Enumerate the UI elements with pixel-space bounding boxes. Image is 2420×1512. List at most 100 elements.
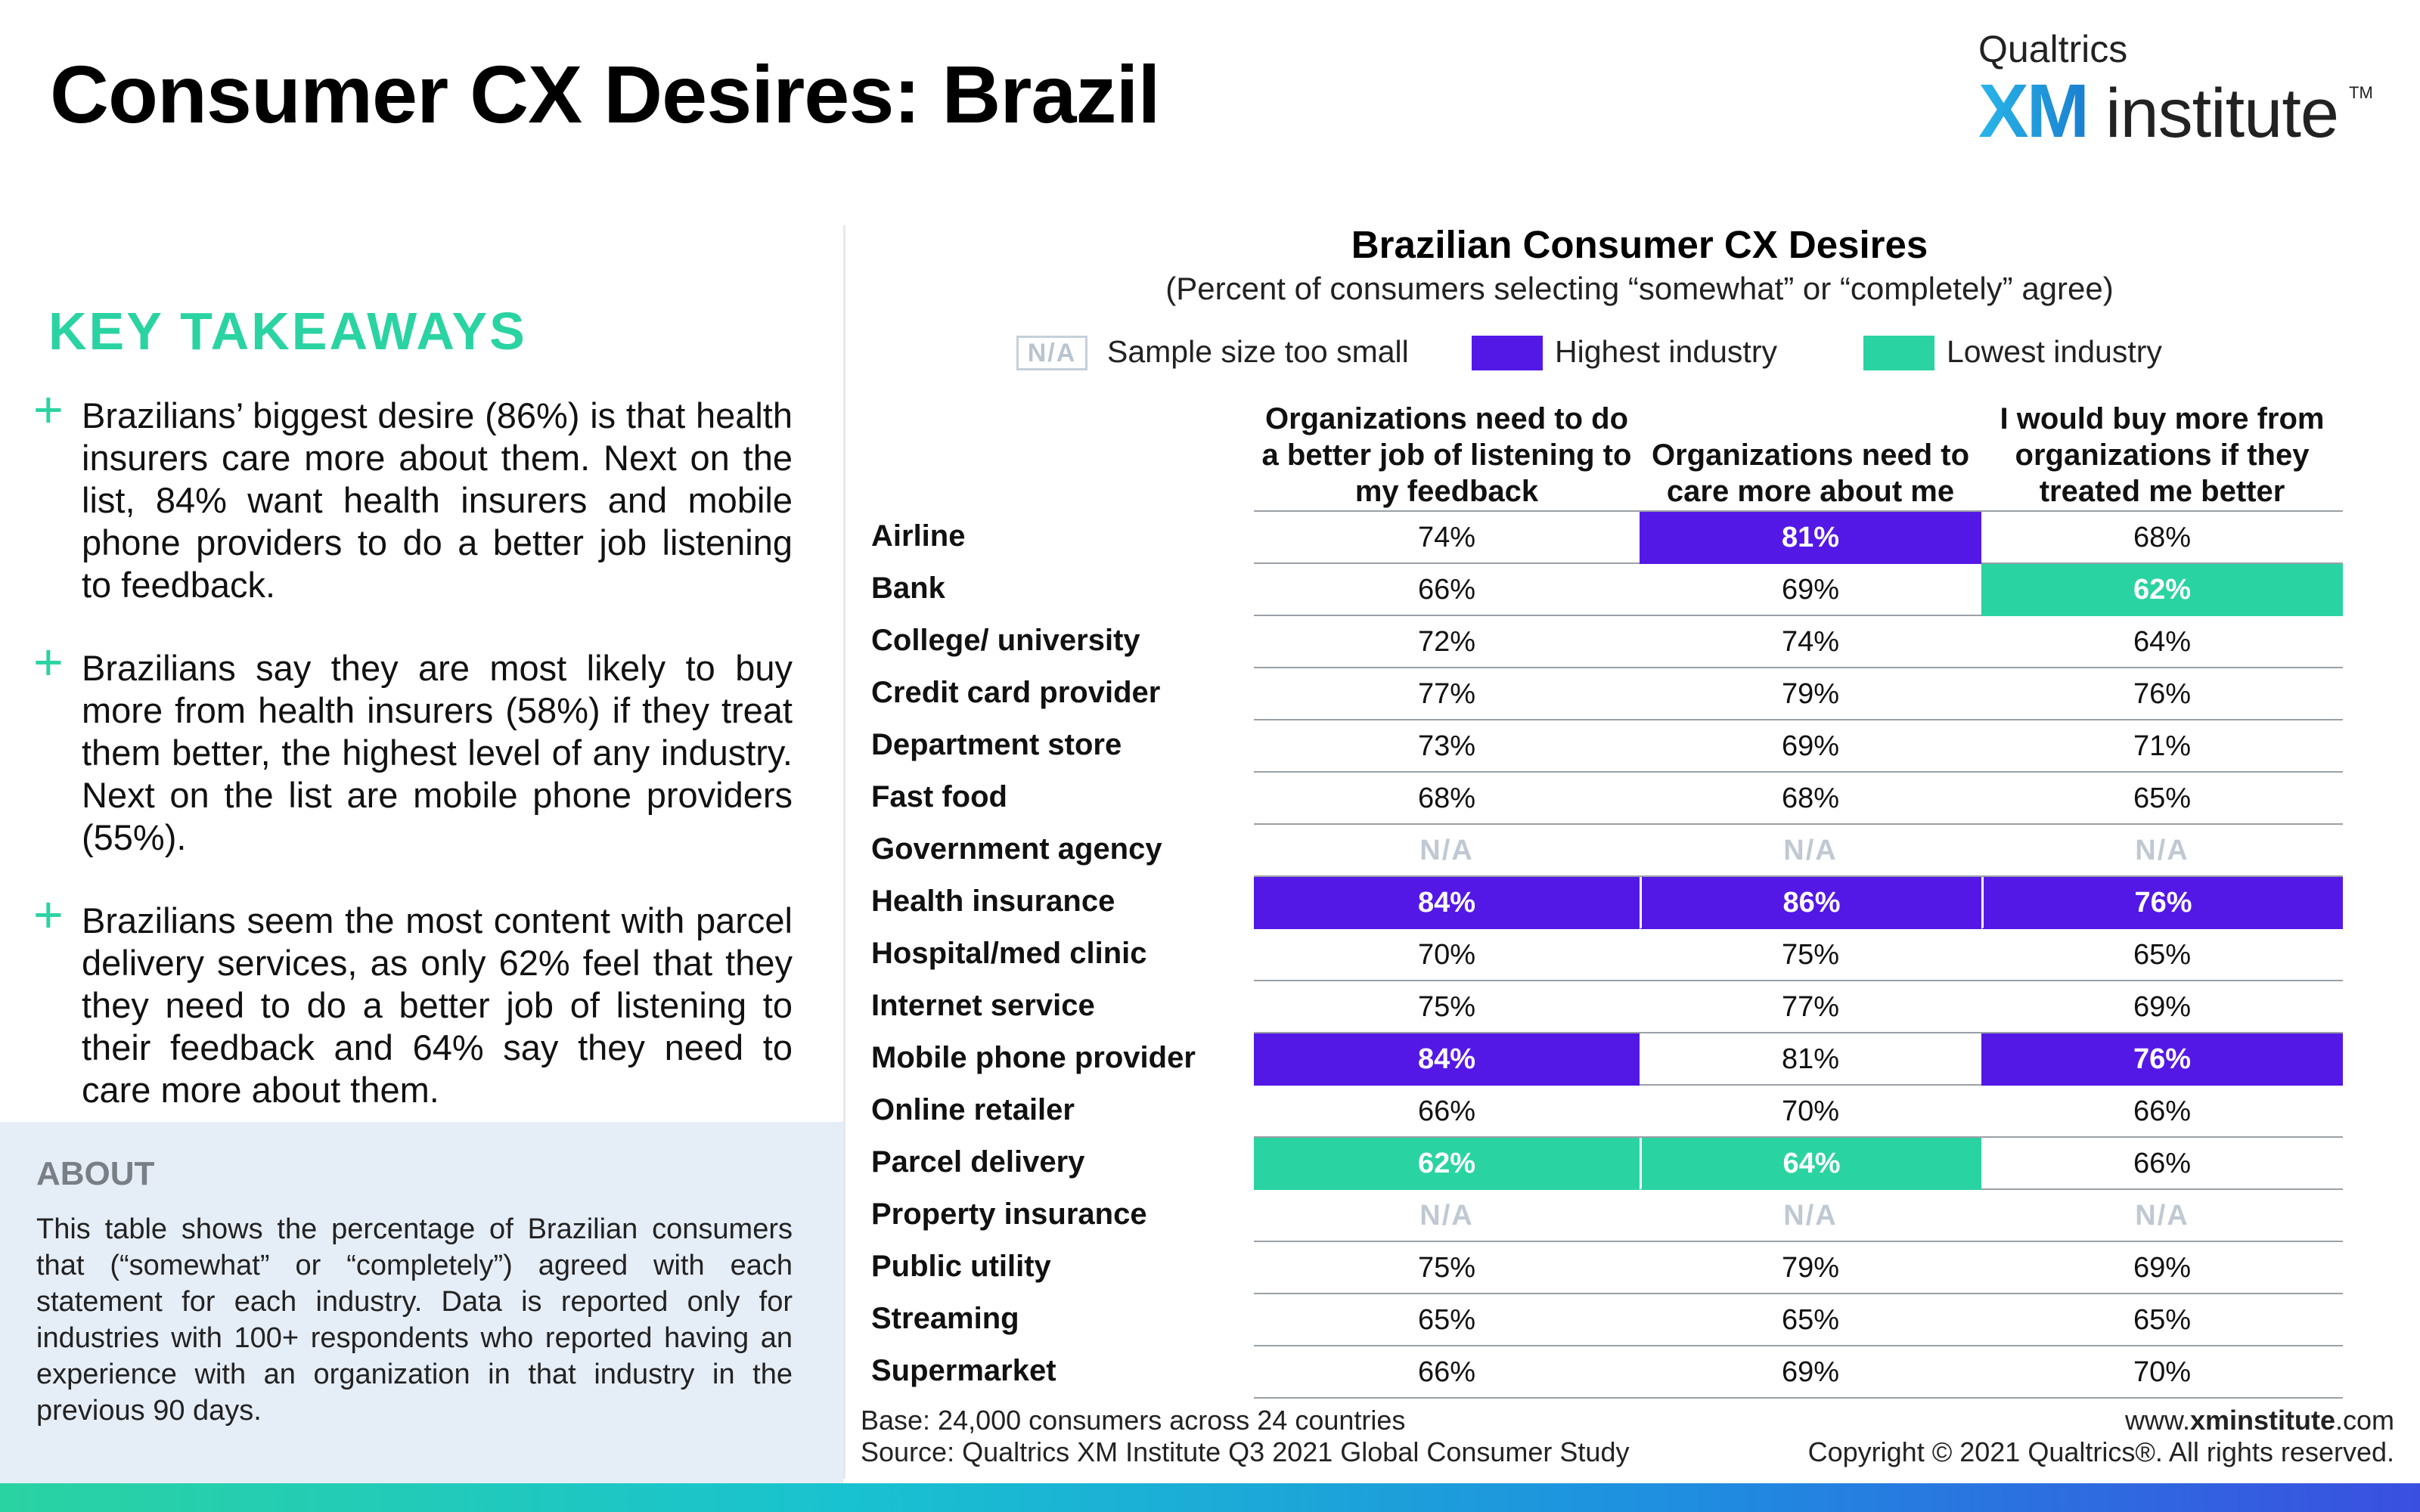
table-cell: 79% (1640, 668, 1981, 720)
table-cell: 84% (1254, 877, 1640, 929)
logo-institute-text: institute (2105, 75, 2339, 152)
row-label: Bank (871, 572, 945, 605)
table-cell: 73% (1254, 720, 1640, 773)
table-cell: 79% (1640, 1242, 1981, 1294)
plus-icon: + (33, 634, 64, 691)
table-cell: 65% (1981, 929, 2343, 981)
row-label: Hospital/med clinic (871, 937, 1147, 970)
table-cell: N/A (1981, 825, 2343, 877)
footer-credits: www.xminstitute.com Copyright © 2021 Qua… (1808, 1405, 2394, 1468)
takeaway-item: + Brazilians seem the most content with … (33, 889, 793, 1111)
table-cell: N/A (1254, 825, 1640, 877)
row-label: Mobile phone provider (871, 1041, 1196, 1074)
takeaway-text: Brazilians say they are most likely to b… (82, 648, 793, 857)
table-cell: 70% (1254, 929, 1640, 981)
table-cell: 84% (1254, 1033, 1640, 1086)
table-cell: 74% (1254, 512, 1640, 564)
plus-icon: + (33, 381, 64, 438)
footer-notes: Base: 24,000 consumers across 24 countri… (861, 1405, 1629, 1468)
row-label: Health insurance (871, 885, 1115, 918)
row-label: Government agency (871, 832, 1162, 866)
logo-trademark: TM (2349, 83, 2373, 102)
legend-highest-swatch (1472, 336, 1543, 370)
table-cell: 71% (1981, 720, 2343, 773)
row-label: Department store (871, 728, 1122, 761)
logo-qualtrics-text: Qualtrics (1978, 28, 2128, 70)
table-cell: 69% (1640, 1346, 1981, 1399)
table-cell: 68% (1254, 773, 1640, 825)
row-label: Property insurance (871, 1198, 1147, 1231)
table-cell: 69% (1981, 981, 2343, 1033)
table-title: Brazilian Consumer CX Desires (1351, 223, 1928, 266)
footer-copyright: Copyright © 2021 Qualtrics®. All rights … (1807, 1436, 2394, 1467)
takeaway-item: + Brazilians say they are most likely to… (33, 637, 793, 859)
url-suffix: .com (2335, 1405, 2394, 1436)
table-cell: 68% (1981, 512, 2343, 564)
takeaway-text: Brazilians seem the most content with pa… (82, 900, 793, 1110)
table-cell: 68% (1640, 773, 1981, 825)
table-cell: 77% (1640, 981, 1981, 1033)
table-cell: 69% (1981, 1242, 2343, 1294)
table-cell: 77% (1254, 668, 1640, 720)
about-text: This table shows the percentage of Brazi… (36, 1213, 793, 1427)
table-cell: 81% (1640, 1033, 1981, 1086)
takeaway-item: + Brazilians’ biggest desire (86%) is th… (33, 384, 793, 606)
column-header-care: Organizations need to care more about me (1651, 438, 1970, 508)
table-cell: 69% (1640, 720, 1981, 773)
footer-base: Base: 24,000 consumers across 24 countri… (861, 1405, 1406, 1436)
table-cell: 74% (1640, 616, 1981, 668)
legend-lowest-swatch (1863, 336, 1934, 370)
table-cell: 64% (1981, 616, 2343, 668)
bottom-gradient-bar (0, 1483, 2420, 1512)
row-label: College/ university (871, 624, 1140, 657)
row-label: Fast food (871, 780, 1007, 813)
table-cell: 65% (1981, 773, 2343, 825)
legend-lowest-label: Lowest industry (1947, 334, 2162, 369)
row-label: Airline (871, 519, 966, 553)
takeaway-text: Brazilians’ biggest desire (86%) is that… (82, 395, 793, 605)
row-label: Supermarket (871, 1354, 1056, 1387)
row-label: Online retailer (871, 1093, 1075, 1126)
table-cell: 69% (1640, 564, 1981, 616)
table-cell: 66% (1981, 1086, 2343, 1138)
table-cell: 75% (1640, 929, 1981, 981)
row-label: Credit card provider (871, 676, 1161, 709)
table-cell: 66% (1254, 1086, 1640, 1138)
table-cell: N/A (1981, 1190, 2343, 1242)
table-cell: 72% (1254, 616, 1640, 668)
row-label: Parcel delivery (871, 1145, 1085, 1179)
table-cell: N/A (1640, 1190, 1981, 1242)
about-panel (0, 1122, 843, 1485)
row-label: Streaming (871, 1302, 1019, 1335)
url-domain: xminstitute (2189, 1405, 2335, 1436)
key-takeaways-heading: KEY TAKEAWAYS (48, 302, 527, 361)
plus-icon: + (33, 886, 64, 943)
table-cell: 66% (1254, 1346, 1640, 1399)
table-cell: N/A (1254, 1190, 1640, 1242)
page-title: Consumer CX Desires: Brazil (50, 48, 1160, 140)
table-cell: 75% (1254, 981, 1640, 1033)
table-cell: 66% (1254, 564, 1640, 616)
row-label: Internet service (871, 989, 1095, 1022)
legend-highest-label: Highest industry (1555, 334, 1777, 369)
column-divider (843, 225, 845, 1479)
legend-na-label: Sample size too small (1107, 334, 1409, 369)
table-cell: 65% (1254, 1294, 1640, 1346)
url-prefix: www. (2124, 1405, 2190, 1436)
table-cell: 62% (1254, 1138, 1640, 1190)
table-cell: 70% (1640, 1086, 1981, 1138)
footer-source: Source: Qualtrics XM Institute Q3 2021 G… (861, 1436, 1630, 1467)
column-header-listening: Organizations need to do a better job of… (1261, 402, 1632, 508)
table-cell: 64% (1640, 1138, 1981, 1190)
table-cell: 65% (1640, 1294, 1981, 1346)
table-cell: 76% (1981, 877, 2343, 929)
row-label: Public utility (871, 1250, 1051, 1283)
table-subtitle: (Percent of consumers selecting “somewha… (1165, 271, 2114, 306)
legend-na-swatch: N/A (1016, 336, 1087, 370)
table-cell: 62% (1981, 564, 2343, 616)
table-cell: N/A (1640, 825, 1981, 877)
qualtrics-xm-institute-logo: Qualtrics XM institute TM (1978, 27, 2373, 153)
footer-url[interactable]: www.xminstitute.com (1808, 1405, 2394, 1436)
table-cell: 86% (1640, 877, 1981, 929)
table-cell: 76% (1981, 668, 2343, 720)
